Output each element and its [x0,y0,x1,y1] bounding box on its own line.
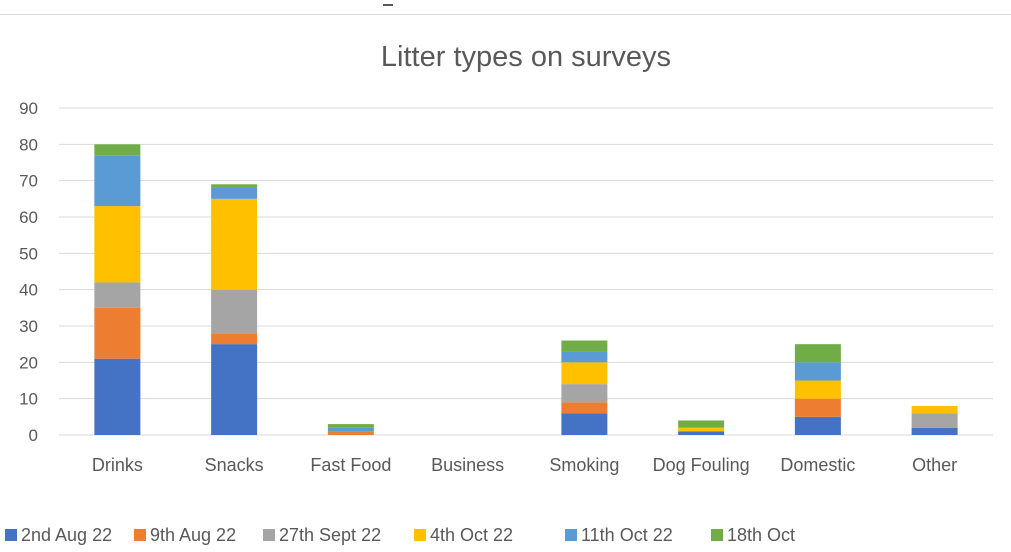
bar-segment [561,362,608,385]
legend-label: 27th Sept 22 [279,525,381,545]
x-axis-category-labels: Drinks Snacks Fast Food Business Smoking Dog … [92,455,957,475]
bar-segment [561,413,608,435]
bar-segment [911,405,958,414]
legend-swatch [711,529,723,541]
bar-segment [794,362,841,381]
legend-swatch [263,529,275,541]
legend-label: 4th Oct 22 [430,525,513,545]
bar-segment [794,416,841,435]
bar-segment [211,333,258,345]
x-category-label: Smoking [549,455,619,475]
x-category-label: Dog Fouling [653,455,750,475]
legend-swatch [565,529,577,541]
gridlines [59,107,993,436]
cropped-text-fragment [383,0,393,6]
legend-label: 9th Aug 22 [150,525,236,545]
legend-swatch [134,529,146,541]
legend-label: 2nd Aug 22 [21,525,112,545]
bar-segment [94,144,141,156]
bar-segment [678,427,725,432]
legend-label: 11th Oct 22 [581,525,673,545]
bars [94,144,958,435]
bar-segment [794,380,841,399]
chart-frame-top-edge [0,0,1011,15]
y-tick-label: 50 [19,244,38,263]
legend-swatch [5,529,17,541]
x-category-label: Other [912,455,957,475]
bar-segment [678,431,725,435]
bar-segment [211,344,258,435]
bar-segment [94,358,141,435]
bar-segment [561,351,608,363]
bar-segment [678,420,725,428]
y-tick-label: 30 [19,317,38,336]
y-tick-label: 20 [19,353,38,372]
x-category-label: Fast Food [310,455,391,475]
x-category-label: Snacks [205,455,264,475]
y-tick-label: 40 [19,281,38,300]
chart-title: Litter types on surveys [381,41,671,73]
bar-segment [911,427,958,435]
bar-segment [327,431,374,435]
legend: 2nd Aug 22 9th Aug 22 27th Sept 22 4th Oct … [5,525,795,545]
x-category-label: Domestic [780,455,855,475]
bar-segment [561,384,608,403]
y-axis-tick-labels: 0 10 20 30 40 50 60 70 80 90 [19,99,38,445]
bar-segment [94,206,141,283]
legend-label: 18th Oct [727,525,795,545]
bar-segment [794,398,841,417]
x-category-label: Drinks [92,455,143,475]
bar-segment [211,289,258,334]
bar-segment [794,344,841,363]
bar-segment [94,307,141,359]
bar-segment [211,198,258,290]
y-tick-label: 90 [19,99,38,118]
y-tick-label: 70 [19,172,38,191]
y-tick-label: 60 [19,208,38,227]
y-tick-label: 0 [29,426,38,445]
y-tick-label: 80 [19,135,38,154]
legend-swatch [414,529,426,541]
bar-segment [94,155,141,207]
bar-segment [211,184,258,188]
bar-segment [327,427,374,432]
x-category-label: Business [431,455,504,475]
bar-segment [327,424,374,428]
bar-segment [561,402,608,414]
bar-segment [211,187,258,199]
bar-segment [561,340,608,352]
bar-segment [94,282,141,308]
bar-segment [911,413,958,428]
y-tick-label: 10 [19,390,38,409]
